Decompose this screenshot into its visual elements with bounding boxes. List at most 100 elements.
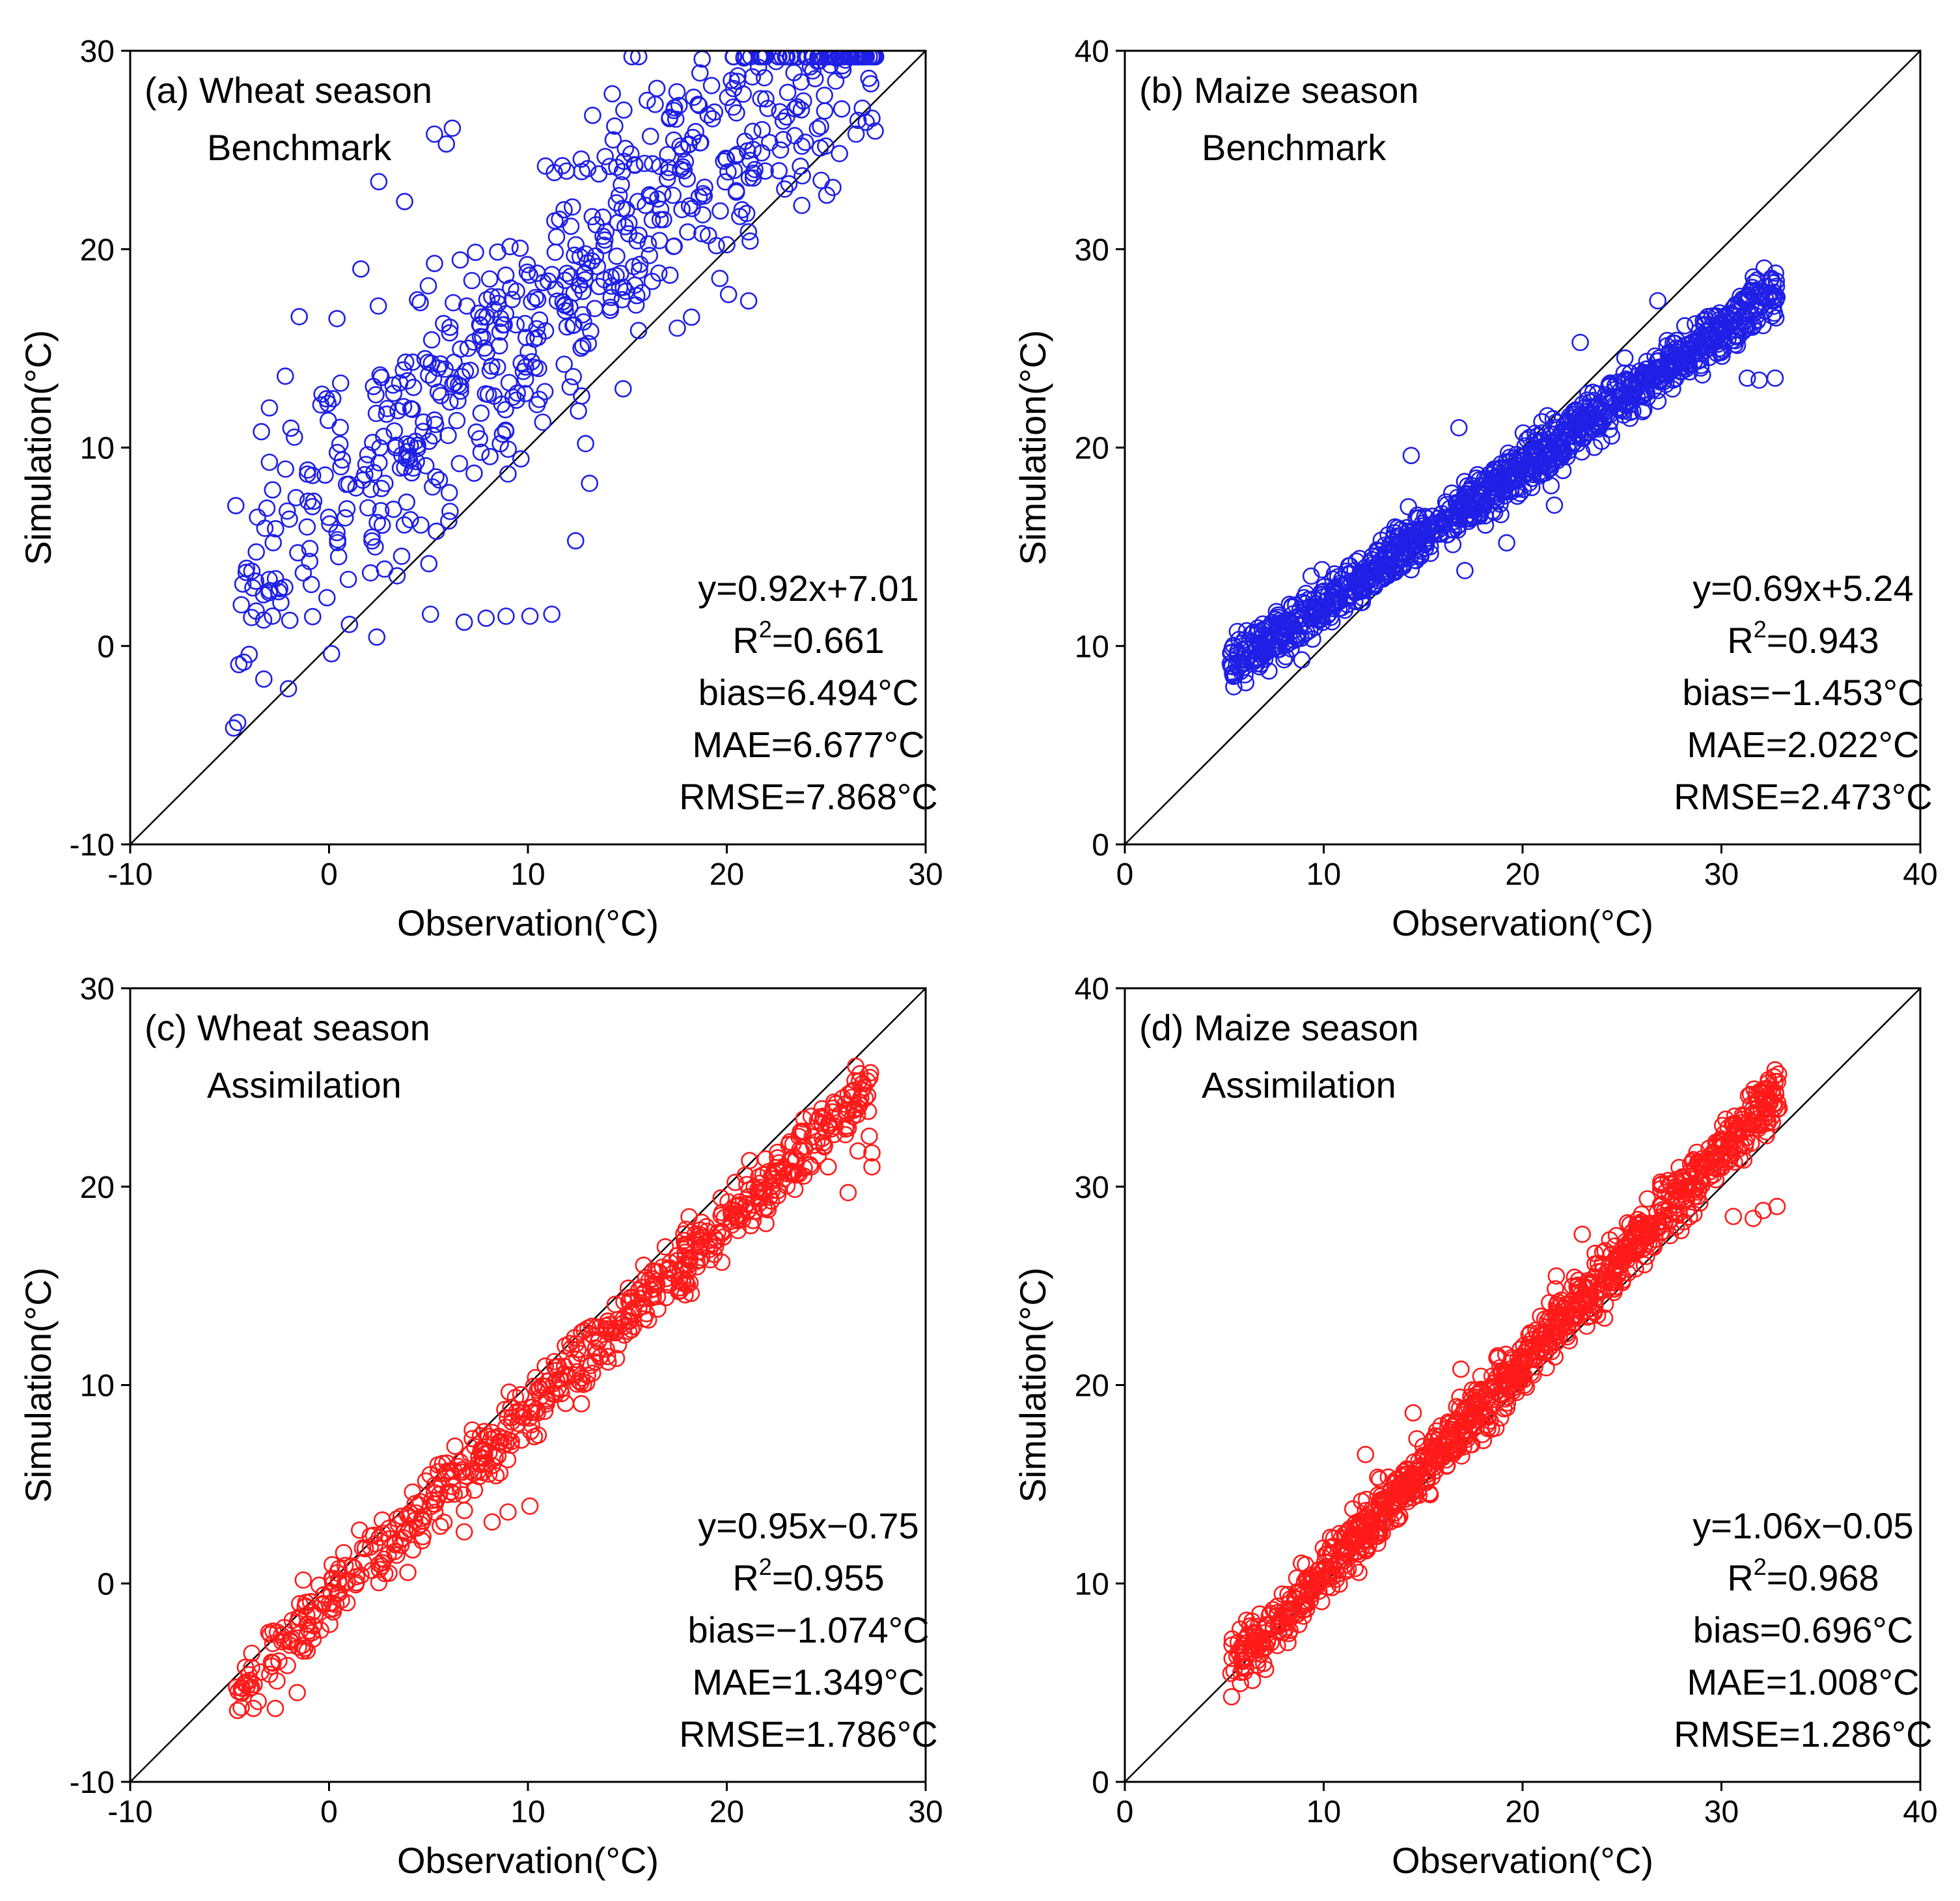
scatter-point	[777, 51, 795, 66]
scatter-point	[500, 374, 518, 392]
scatter-point	[1687, 315, 1704, 333]
scatter-point	[680, 135, 698, 153]
scatter-point	[1546, 445, 1564, 463]
stat-r2: R2=0.955	[732, 1553, 884, 1598]
scatter-point	[574, 1376, 592, 1393]
scatter-point	[331, 374, 350, 392]
one-to-one-line	[130, 988, 926, 1783]
scatter-point	[432, 1518, 449, 1535]
scatter-point	[792, 158, 809, 175]
scatter-point	[572, 150, 590, 168]
scatter-point	[1497, 1346, 1515, 1363]
stat-rmse: RMSE=2.473°C	[1674, 776, 1932, 817]
scatter-point	[1355, 582, 1373, 600]
scatter-point	[866, 122, 884, 140]
scatter-point	[521, 266, 538, 284]
scatter-point	[389, 402, 407, 420]
scatter-point	[236, 1675, 254, 1693]
scatter-point	[728, 183, 745, 201]
scatter-point	[1328, 577, 1346, 595]
scatter-point	[1762, 284, 1780, 303]
scatter-point	[471, 430, 489, 448]
scatter-point	[654, 185, 672, 203]
scatter-point	[266, 520, 284, 538]
scatter-point	[673, 201, 691, 219]
scatter-point	[343, 1557, 361, 1575]
scatter-point	[642, 187, 659, 205]
scatter-point	[782, 51, 799, 66]
y-axis-label: Simulation(°C)	[1012, 330, 1053, 566]
scatter-point	[516, 385, 534, 402]
scatter-point	[320, 508, 338, 526]
scatter-point	[244, 579, 262, 597]
scatter-point	[719, 163, 737, 181]
scatter-point	[1597, 1264, 1615, 1282]
scatter-point	[347, 1575, 365, 1594]
scatter-point	[396, 193, 413, 210]
scatter-point	[743, 68, 762, 86]
scatter-point	[788, 98, 807, 116]
scatter-point	[729, 1212, 747, 1230]
scatter-point	[592, 1348, 610, 1365]
scatter-point	[757, 90, 775, 108]
scatter-point	[1519, 1348, 1536, 1366]
scatter-point	[1451, 1388, 1469, 1406]
scatter-point	[1573, 1225, 1591, 1243]
scatter-point	[838, 1117, 855, 1135]
scatter-point	[335, 1544, 353, 1562]
scatter-point	[445, 1485, 463, 1503]
scatter-point	[727, 1208, 745, 1227]
scatter-point	[1692, 327, 1710, 344]
scatter-point	[519, 343, 537, 361]
scatter-point	[1635, 401, 1653, 419]
scatter-point	[566, 532, 585, 550]
scatter-point	[1567, 401, 1585, 419]
scatter-point	[572, 1395, 590, 1413]
scatter-point	[299, 492, 317, 510]
scatter-point	[682, 1284, 700, 1302]
scatter-point	[679, 223, 697, 241]
scatter-point	[753, 120, 771, 139]
scatter-point	[1685, 1159, 1704, 1177]
scatter-point	[659, 146, 676, 163]
scatter-point	[561, 378, 579, 396]
scatter-point	[400, 1520, 419, 1538]
scatter-point	[243, 562, 261, 580]
scatter-point	[412, 516, 430, 534]
scatter-point	[597, 1317, 615, 1335]
scatter-point	[455, 1523, 473, 1541]
scatter-point	[1388, 519, 1407, 537]
scatter-point	[1284, 1605, 1303, 1622]
scatter-point	[367, 404, 385, 423]
scatter-point	[426, 411, 443, 429]
y-tick-label: 0	[97, 630, 115, 664]
scatter-point	[558, 318, 576, 336]
scatter-point	[564, 368, 583, 385]
scatter-point	[429, 383, 447, 401]
scatter-point	[463, 271, 481, 290]
scatter-point	[398, 372, 417, 390]
scatter-point	[742, 51, 760, 66]
scatter-point	[641, 128, 659, 145]
y-tick-label: 0	[1092, 1766, 1109, 1800]
scatter-point	[741, 1152, 758, 1169]
scatter-point	[1652, 1176, 1670, 1194]
y-axis-label: Simulation(°C)	[1012, 1268, 1053, 1503]
scatter-point	[1720, 1145, 1739, 1163]
scatter-point	[441, 324, 459, 342]
scatter-point	[1224, 664, 1241, 682]
scatter-point	[435, 314, 452, 333]
scatter-point	[603, 85, 621, 103]
scatter-point	[1568, 424, 1586, 443]
scatter-point	[289, 544, 307, 562]
scatter-point	[1293, 651, 1311, 669]
scatter-point	[523, 293, 540, 311]
scatter-point	[1369, 1468, 1387, 1486]
scatter-point	[1222, 1688, 1241, 1706]
scatter-point	[1698, 337, 1715, 355]
scatter-point	[587, 1353, 605, 1371]
scatter-point	[1252, 1634, 1270, 1652]
scatter-point	[1223, 1636, 1241, 1654]
scatter-point	[264, 534, 283, 551]
scatter-point	[356, 1540, 374, 1558]
